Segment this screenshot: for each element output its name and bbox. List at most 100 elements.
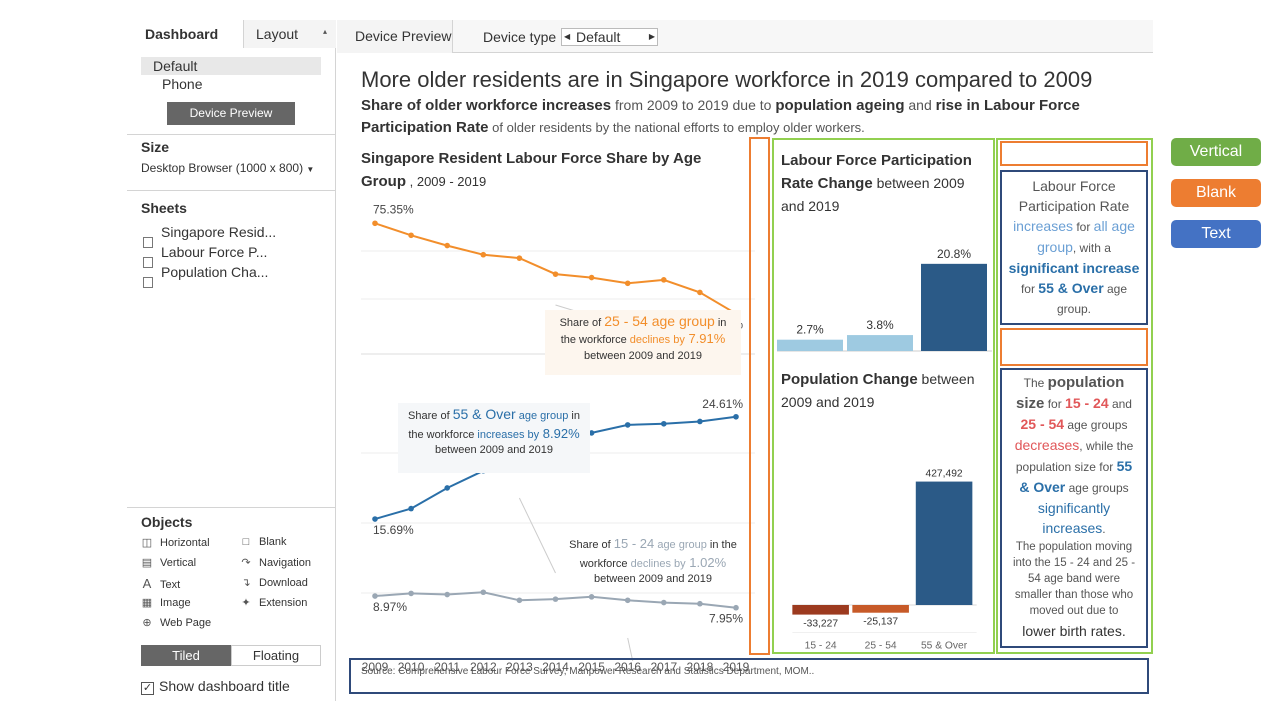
x-tick-label: 2016 — [614, 660, 641, 674]
data-point — [588, 274, 595, 281]
text-icon: A — [142, 576, 152, 591]
object-extension[interactable]: ✦ Extension — [240, 596, 307, 609]
image-icon: ▦ — [141, 597, 153, 609]
data-point — [408, 505, 414, 512]
bar — [852, 605, 909, 613]
bar-value-label: 2.7% — [796, 323, 824, 337]
object-vertical[interactable]: ▤ Vertical — [141, 556, 196, 569]
size-value: Desktop Browser (1000 x 800) — [141, 161, 304, 175]
divider — [127, 190, 336, 191]
show-title-checkbox[interactable]: ✓ Show dashboard title — [141, 678, 290, 695]
x-tick-label: 2010 — [398, 660, 425, 674]
data-point — [372, 516, 378, 522]
tab-dashboard[interactable]: Dashboard — [127, 20, 243, 48]
device-item-default[interactable]: Default — [141, 57, 321, 75]
chevron-right-icon[interactable]: ▶ — [648, 32, 655, 41]
floating-button[interactable]: Floating — [231, 645, 321, 666]
data-point — [372, 220, 378, 227]
object-label: Download — [259, 577, 308, 589]
object-webpage[interactable]: ⊕ Web Page — [141, 616, 211, 629]
vertical-container-outline — [772, 138, 995, 654]
start-label: 8.97% — [373, 600, 407, 614]
bar-value-label: 3.8% — [866, 318, 894, 332]
dashboard-subtitle-line1: Share of older workforce increases from … — [361, 97, 1080, 114]
data-point — [697, 289, 703, 296]
tab-sort-icon[interactable]: ▴ — [323, 27, 328, 36]
data-point — [588, 594, 595, 600]
x-tick-label: 25 - 54 — [865, 641, 897, 652]
tiled-button[interactable]: Tiled — [141, 645, 231, 666]
data-point — [480, 589, 487, 596]
object-label: Vertical — [160, 557, 197, 569]
chevron-left-icon[interactable]: ◀ — [564, 32, 571, 41]
bar-value-label: -25,137 — [863, 617, 898, 628]
worksheet-icon: s — [143, 237, 153, 248]
sheet-item[interactable]: s Singapore Resid... — [143, 224, 276, 248]
checkbox-checked-icon: ✓ — [141, 682, 154, 695]
worksheet-icon: s — [143, 257, 153, 268]
size-dropdown[interactable]: Desktop Browser (1000 x 800) ▼ — [141, 161, 314, 175]
data-point — [552, 596, 559, 602]
x-tick-label: 2018 — [687, 660, 714, 674]
object-navigation[interactable]: ↷ Navigation — [240, 556, 311, 569]
object-label: Blank — [259, 536, 287, 548]
x-tick-label: 2011 — [434, 660, 460, 674]
data-point — [661, 420, 667, 427]
object-label: Horizontal — [160, 537, 210, 549]
data-point — [624, 422, 631, 428]
blank-icon: □ — [242, 536, 250, 548]
dashboard-canvas: More older residents are in Singapore wo… — [337, 53, 1153, 701]
start-label: 15.69% — [373, 523, 414, 537]
device-item-phone[interactable]: Phone — [162, 76, 203, 92]
tab-device-preview[interactable]: Device Preview — [337, 20, 453, 53]
object-blank[interactable]: □ Blank — [240, 536, 287, 548]
device-preview-button[interactable]: Device Preview — [167, 102, 295, 125]
dashboard-subtitle-line2: Participation Rate of older residents by… — [361, 119, 865, 136]
source-text-object — [349, 658, 1149, 694]
checkbox-label: Show dashboard title — [159, 678, 290, 694]
device-type-select[interactable]: ◀ Default ▶ — [561, 28, 658, 46]
population-bar-chart: -33,227 -25,137 427,492 15 - 24 25 - 54 55 & … — [792, 468, 977, 652]
data-point — [444, 591, 450, 598]
object-label: Image — [160, 597, 191, 609]
sheet-label: Labour Force P... — [161, 244, 268, 260]
x-tick-label: 2013 — [506, 660, 533, 674]
object-label: Extension — [259, 597, 308, 609]
data-point — [444, 485, 450, 491]
data-point — [661, 599, 667, 606]
data-point — [552, 271, 559, 277]
object-image[interactable]: ▦ Image — [141, 596, 191, 609]
object-download[interactable]: ↴ Download — [240, 576, 308, 589]
data-point — [480, 251, 487, 258]
navigation-icon: ↷ — [241, 557, 251, 569]
bar-value-label: 427,492 — [926, 468, 963, 479]
sheets-title: Sheets — [141, 200, 187, 216]
lfpr-bar-chart: 2.7%15 - 243.8%25 - 5420.8%55 & Over — [777, 247, 992, 352]
toolbar: Device Preview Device type ◀ Default ▶ — [337, 20, 1153, 53]
bar — [777, 339, 843, 351]
x-tick-label: 2017 — [650, 660, 677, 674]
sheet-item[interactable]: s Labour Force P... — [143, 244, 267, 268]
data-point — [697, 418, 703, 425]
extension-icon: ✦ — [241, 597, 251, 609]
divider — [127, 134, 336, 135]
tableau-dashboard-editor: Dashboard Layout ▴ Default Phone Device … — [127, 20, 1153, 701]
bar — [847, 335, 913, 351]
tab-layout[interactable]: Layout — [244, 20, 336, 48]
object-horizontal[interactable]: ◫ Horizontal — [141, 536, 210, 549]
download-icon: ↴ — [241, 577, 251, 589]
bar — [792, 605, 849, 615]
data-point — [697, 600, 703, 607]
object-label: Navigation — [259, 557, 311, 569]
size-title: Size — [141, 139, 170, 155]
data-point — [661, 277, 667, 283]
sidebar-tabs: Dashboard Layout ▴ — [127, 20, 336, 48]
legend-blank: Blank — [1171, 179, 1261, 207]
data-point — [444, 242, 450, 249]
object-text[interactable]: A Text — [141, 576, 181, 591]
sheet-item[interactable]: s Population Cha... — [143, 264, 268, 288]
data-point — [516, 597, 523, 604]
divider — [127, 507, 336, 508]
legend-text: Text — [1171, 220, 1261, 248]
worksheet-icon: s — [143, 277, 153, 288]
